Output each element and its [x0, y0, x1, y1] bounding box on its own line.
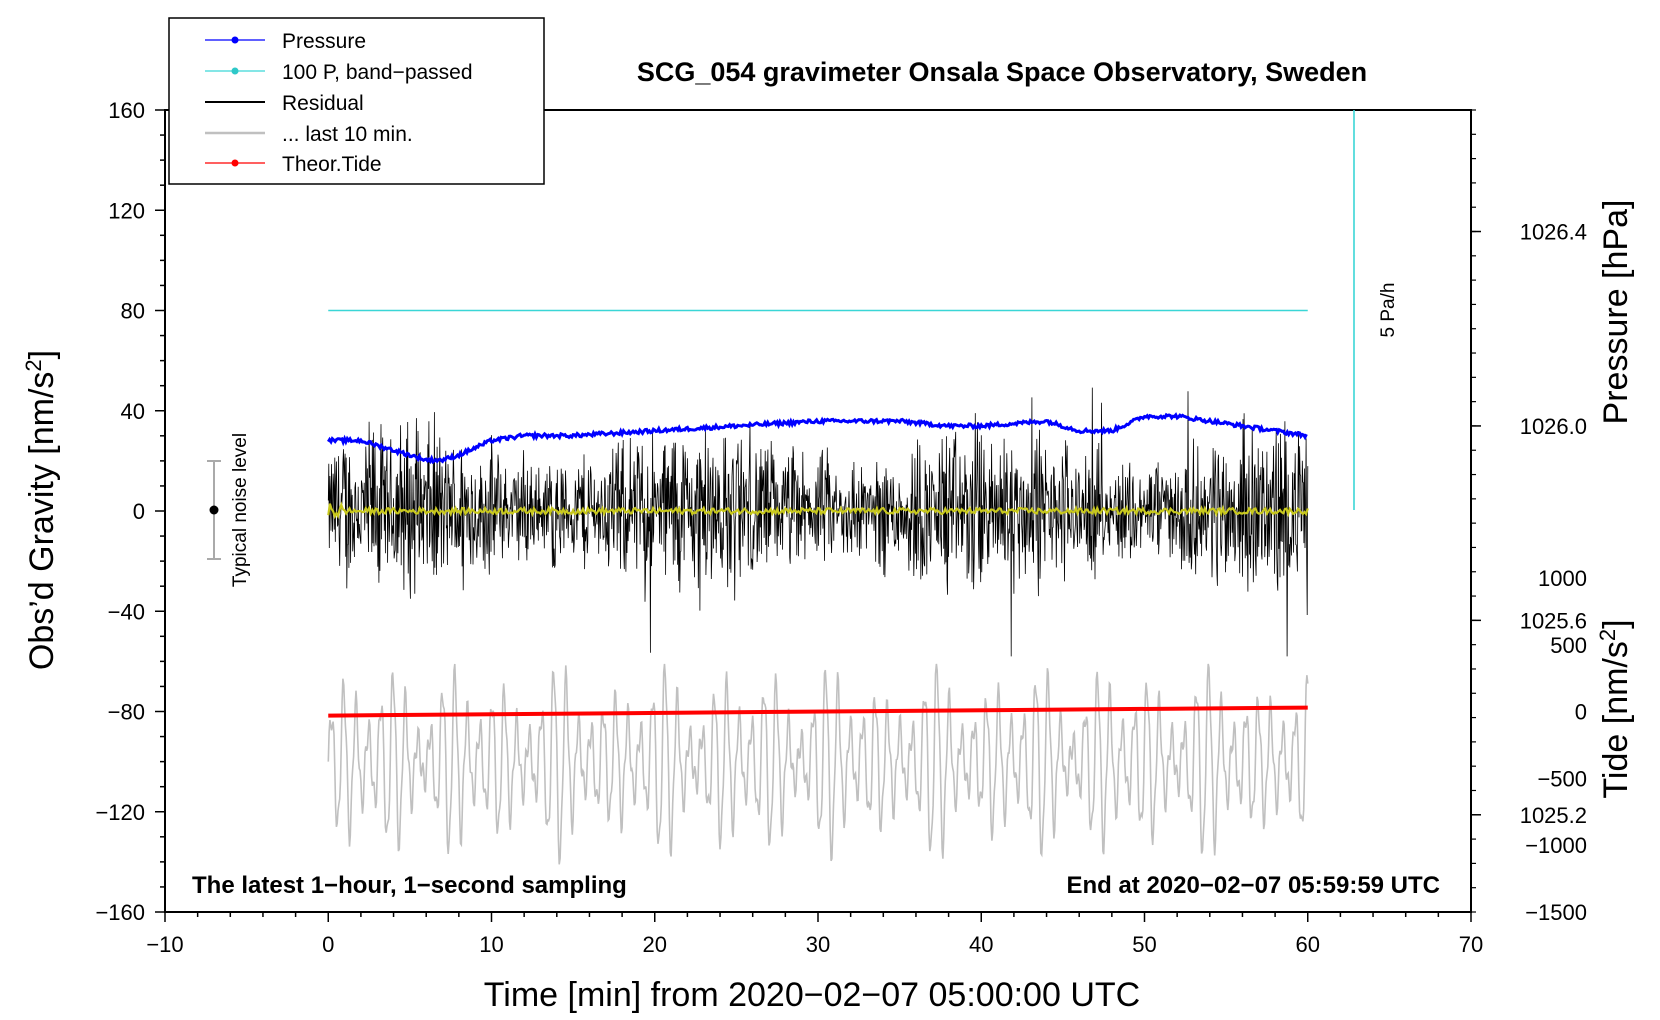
- footer-right: End at 2020−02−07 05:59:59 UTC: [1066, 872, 1440, 899]
- smoothed-residual-series: [327, 501, 1309, 520]
- y-tide-tick-label: 0: [1575, 700, 1587, 725]
- x-tick-label: 0: [322, 932, 334, 957]
- legend-entry-pressure: Pressure: [205, 30, 366, 53]
- svg-text:Theor.Tide: Theor.Tide: [282, 153, 382, 176]
- x-axis-title: Time [min] from 2020−02−07 05:00:00 UTC: [484, 976, 1140, 1014]
- svg-text:Residual: Residual: [282, 92, 364, 115]
- x-tick-label: 20: [643, 932, 667, 957]
- y-pressure-tick-label: 1025.2: [1520, 803, 1587, 828]
- y-tide-tick-label: 1000: [1538, 566, 1587, 591]
- y-tide-tick-label: −1500: [1525, 900, 1587, 925]
- y-left-tick-label: 0: [133, 499, 145, 524]
- y-pressure-tick-labels: 1025.2 1025.6 1026.0 1026.4: [1520, 220, 1587, 828]
- footer-left: The latest 1−hour, 1−second sampling: [192, 872, 627, 899]
- noise-level-indicator: [207, 460, 221, 560]
- y-pressure-axis-title: Pressure [hPa]: [1597, 200, 1635, 425]
- legend-entry-band-passed: 100 P, band−passed: [205, 61, 473, 84]
- legend: Pressure 100 P, band−passed Residual ...…: [168, 17, 545, 185]
- pressure-series: [327, 412, 1308, 465]
- y-left-tick-label: −120: [95, 800, 145, 825]
- y-left-tick-labels: −160 −120 −80 −40 0 40 80 120 160: [95, 98, 145, 925]
- x-tick-label: 70: [1459, 932, 1483, 957]
- y-tide-tick-label: 500: [1550, 633, 1587, 658]
- y-left-tick-label: 40: [121, 399, 145, 424]
- svg-text:Pressure: Pressure: [282, 30, 366, 53]
- y-tide-tick-label: −500: [1537, 766, 1587, 791]
- y-left-axis-title: Obs’d Gravity [nm/s2]: [21, 350, 62, 670]
- chart-title: SCG_054 gravimeter Onsala Space Observat…: [637, 57, 1367, 87]
- x-tick-label: 50: [1132, 932, 1156, 957]
- x-tick-labels: −10 0 10 20 30 40 50 60 70: [146, 932, 1483, 957]
- y-left-tick-label: −40: [108, 599, 145, 624]
- rate-label: 5 Pa/h: [1378, 283, 1399, 338]
- x-tick-label: 60: [1296, 932, 1320, 957]
- last-10-min-series: [327, 663, 1309, 865]
- y-left-tick-label: 160: [108, 98, 145, 123]
- noise-level-label: Typical noise level: [230, 433, 251, 587]
- y-pressure-tick-label: 1026.0: [1520, 414, 1587, 439]
- y-tide-tick-labels: −1500 −1000 −500 0 500 1000: [1525, 566, 1587, 925]
- legend-entry-residual: Residual: [205, 92, 364, 115]
- y-tide-axis-title: Tide [nm/s2]: [1595, 619, 1636, 798]
- y-tide-tick-label: −1000: [1525, 833, 1587, 858]
- residual-series: [327, 387, 1309, 657]
- axis-ticks: [155, 109, 1481, 922]
- y-left-tick-label: 80: [121, 299, 145, 324]
- x-tick-label: 30: [806, 932, 830, 957]
- legend-entry-last-10-min: ... last 10 min.: [205, 123, 413, 146]
- svg-text:... last 10 min.: ... last 10 min.: [282, 123, 413, 146]
- x-tick-label: 40: [969, 932, 993, 957]
- y-pressure-tick-label: 1026.4: [1520, 220, 1587, 245]
- y-left-tick-label: 120: [108, 198, 145, 223]
- y-left-tick-label: −160: [95, 900, 145, 925]
- theor-tide-series: [328, 705, 1308, 718]
- x-tick-label: 10: [479, 932, 503, 957]
- y-pressure-tick-label: 1025.6: [1520, 608, 1587, 633]
- y-left-tick-label: −80: [108, 700, 145, 725]
- svg-text:100 P, band−passed: 100 P, band−passed: [282, 61, 473, 84]
- legend-entry-theor-tide: Theor.Tide: [205, 153, 382, 176]
- x-tick-label: −10: [146, 932, 183, 957]
- series-lines: [327, 309, 1309, 865]
